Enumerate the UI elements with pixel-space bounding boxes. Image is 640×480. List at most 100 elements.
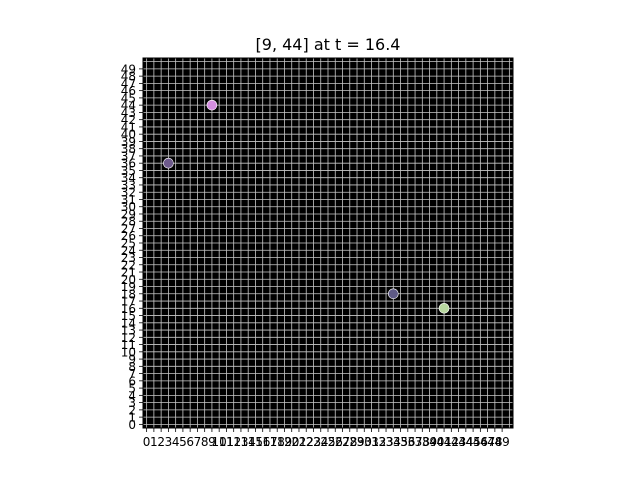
y-tick-label: 20 [121,273,136,287]
x-tick-label: 5 [179,435,187,449]
y-tick-label: 22 [121,258,136,272]
x-tick-label: 9 [208,435,216,449]
y-tick-label: 9 [128,353,136,367]
x-tick-label: 32 [371,435,386,449]
x-tick-label: 36 [400,435,415,449]
y-tick-label: 25 [121,237,136,251]
y-tick-label: 18 [121,287,136,301]
y-tick-label: 12 [121,331,136,345]
x-tick-label: 39 [422,435,437,449]
x-tick-label: 20 [284,435,299,449]
x-tick-label: 19 [277,435,292,449]
y-tick-label: 40 [121,128,136,142]
y-tick-label: 43 [121,106,136,120]
y-tick-label: 19 [121,280,136,294]
y-tick-label: 16 [121,302,136,316]
x-tick-label: 2 [157,435,165,449]
y-tick-label: 32 [121,186,136,200]
y-tick-label: 30 [121,200,136,214]
data-points [163,99,450,314]
x-tick-label: 27 [335,435,350,449]
x-tick-label: 6 [186,435,194,449]
x-tick-label: 28 [342,435,357,449]
y-tick-label: 24 [121,244,136,258]
data-point [387,288,399,300]
x-tick-label: 41 [436,435,451,449]
y-tick-label: 46 [121,84,136,98]
y-tick-label: 5 [128,382,136,396]
y-tick-label: 31 [121,193,136,207]
y-tick-label: 15 [121,309,136,323]
y-tick-labels: 0123456789101112131415161718192021222324… [121,62,136,431]
x-tick-label: 21 [291,435,306,449]
y-tick-label: 33 [121,178,136,192]
y-tick-label: 44 [121,99,136,113]
data-point [163,157,174,169]
x-tick-label: 3 [165,435,173,449]
x-tick-label: 49 [494,435,509,449]
data-point [206,99,218,111]
y-tick-label: 47 [121,77,136,91]
y-tick-label: 49 [121,62,136,76]
x-tick-label: 33 [378,435,393,449]
x-tick-label: 47 [480,435,495,449]
x-tick-label: 29 [349,435,364,449]
y-tick-label: 2 [128,403,136,417]
x-tick-label: 46 [473,435,488,449]
y-tick-label: 39 [121,135,136,149]
x-tick-label: 10 [212,435,227,449]
x-tick-label: 4 [172,435,180,449]
y-tick-label: 27 [121,222,136,236]
y-tick-label: 37 [121,149,136,163]
y-tick-label: 28 [121,215,136,229]
x-tick-label: 26 [328,435,343,449]
x-tick-label: 31 [364,435,379,449]
x-tick-label: 30 [357,435,372,449]
x-tick-label: 15 [248,435,263,449]
x-tick-label: 42 [444,435,459,449]
data-point [438,302,450,314]
y-tick-label: 14 [121,316,136,330]
x-tick-label: 45 [465,435,480,449]
y-tick-label: 48 [121,70,136,84]
x-tick-label: 12 [226,435,241,449]
y-tick-label: 13 [121,324,136,338]
plot-frame [142,57,514,429]
x-tick-label: 40 [429,435,444,449]
chart-title: [9, 44] at t = 16.4 [256,35,401,54]
x-tick-label: 35 [393,435,408,449]
x-tick-label: 44 [458,435,473,449]
x-tick-label: 37 [407,435,422,449]
y-tick-label: 42 [121,113,136,127]
x-tick-label: 11 [219,435,234,449]
y-tick-label: 23 [121,251,136,265]
y-tick-label: 34 [121,171,136,185]
x-tick-label: 8 [201,435,209,449]
x-tick-label: 0 [143,435,151,449]
y-tick-label: 36 [121,157,136,171]
x-tick-label: 7 [194,435,202,449]
y-tick-label: 17 [121,295,136,309]
x-tick-label: 22 [299,435,314,449]
y-tick-label: 7 [128,367,136,381]
x-tick-label: 16 [255,435,270,449]
x-tick-label: 25 [320,435,335,449]
x-tick-label: 13 [233,435,248,449]
y-tick-label: 1 [128,411,136,425]
y-tick-label: 35 [121,164,136,178]
y-tick-label: 4 [128,389,136,403]
y-tick-label: 26 [121,229,136,243]
x-tick-label: 14 [241,435,256,449]
y-tick-label: 11 [121,338,136,352]
x-tick-label: 48 [487,435,502,449]
grid-lines [143,58,513,428]
y-tick-label: 41 [121,120,136,134]
y-tick-label: 10 [121,345,136,359]
tick-marks [139,68,503,432]
y-tick-label: 6 [128,374,136,388]
y-tick-label: 45 [121,91,136,105]
y-tick-label: 0 [128,418,136,432]
x-tick-label: 23 [306,435,321,449]
